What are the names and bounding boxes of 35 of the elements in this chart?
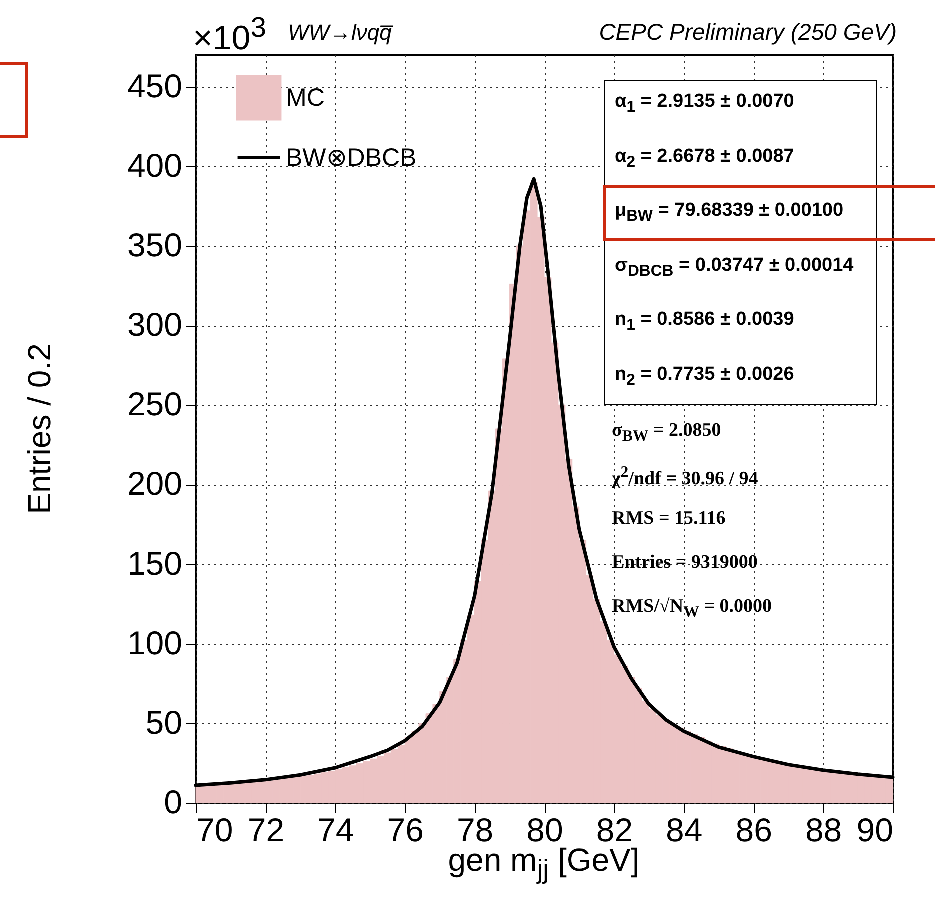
x-tick-label: 74 — [318, 812, 354, 848]
y-axis-title: Entries / 0.2 — [22, 344, 58, 514]
annotation: n$_{1}$ = 0.8586 ± 0.0039 — [615, 309, 794, 335]
y-tick-label: 350 — [127, 226, 182, 264]
annotation: α$_{1}$ = 2.9135 ± 0.0070 — [615, 91, 794, 117]
y-tick-label: 400 — [127, 146, 182, 184]
x-tick-label: 88 — [805, 812, 842, 848]
x-tick-label: 70 — [196, 812, 234, 848]
chart-title: WW→lνqq̅ — [288, 20, 392, 46]
annotation: ×10$^{3}$ — [193, 12, 266, 58]
annotation: n$_{2}$ = 0.7735 ± 0.0026 — [615, 364, 794, 390]
legend-label: BW⊗DBCB — [286, 144, 417, 172]
annotation: RMS = 15.116 — [612, 508, 726, 530]
legend-label: MC — [286, 84, 325, 112]
annotation: σ$_{BW}$ = 2.0850 — [612, 420, 722, 446]
annotation: Entries = 9319000 — [612, 552, 758, 574]
y-tick-label: 50 — [146, 704, 182, 741]
annotation: μ$_{BW}$ = 79.68339 ± 0.00100 — [615, 200, 844, 226]
y-tick-label: 200 — [127, 465, 182, 502]
annotation: α$_{2}$ = 2.6678 ± 0.0087 — [615, 146, 794, 172]
x-tick-label: 84 — [666, 812, 703, 848]
y-tick-label: 0 — [164, 784, 182, 820]
y-tick-label: 450 — [127, 67, 182, 104]
y-tick-label: 100 — [127, 624, 182, 662]
x-tick-label: 86 — [736, 812, 772, 848]
annotation: RMS/√N$_{W}$ = 0.0000 — [612, 596, 772, 622]
y-tick-label: 150 — [127, 544, 182, 582]
y-tick-label: 250 — [127, 386, 182, 423]
x-tick-label: 76 — [387, 812, 424, 848]
x-tick-label: 72 — [248, 812, 285, 848]
annotation: χ$^{2}$/ndf = 30.96 / 94 — [612, 464, 758, 490]
annotation: σ$_{DBCB}$ = 0.03747 ± 0.00014 — [615, 254, 854, 280]
chart-subtitle: CEPC Preliminary (250 GeV) — [599, 19, 897, 46]
y-tick-label: 300 — [127, 306, 182, 344]
x-tick-label: 90 — [856, 812, 894, 848]
